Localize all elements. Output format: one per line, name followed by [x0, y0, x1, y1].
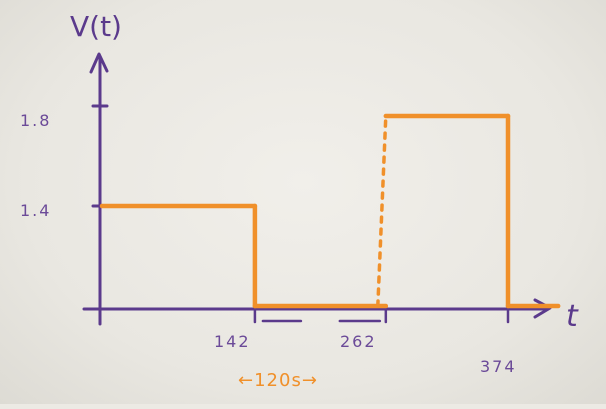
x-tick-label-1: 142	[214, 332, 251, 351]
y-axis-label: V(t)	[70, 10, 122, 43]
duration-annotation: ←120s→	[238, 370, 318, 391]
y-tick-label-1: 1.8	[20, 111, 51, 130]
y-axis-arrow-icon	[89, 52, 109, 74]
x-tick-label-3: 374	[480, 357, 517, 376]
x-tick-label-2: 262	[340, 332, 377, 351]
y-tick-label-2: 1.4	[20, 201, 51, 220]
x-axis-label: t	[566, 299, 579, 334]
signal-transition-2	[376, 114, 388, 308]
